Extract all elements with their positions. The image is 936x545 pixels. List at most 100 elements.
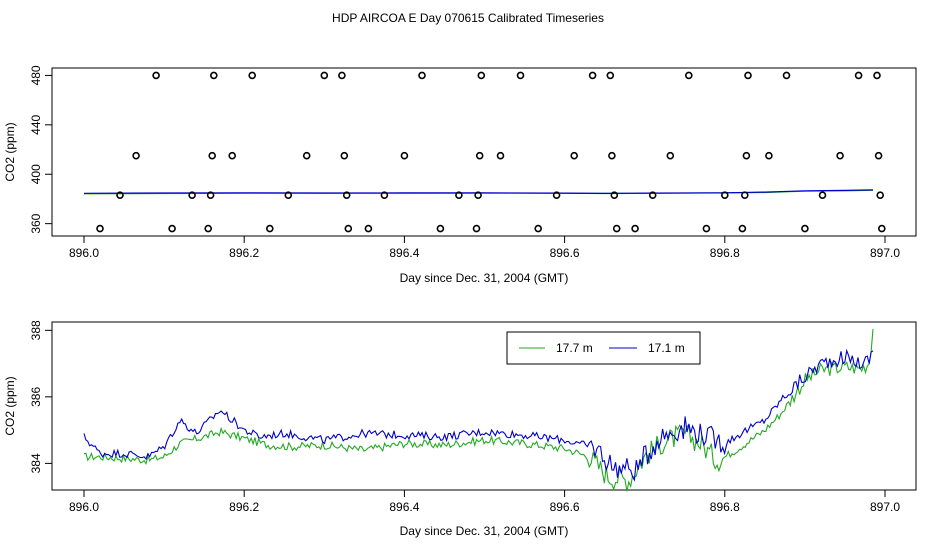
legend-box [506, 331, 701, 365]
scatter-point [765, 151, 773, 160]
line-x-tick-label: 896.6 [550, 500, 580, 514]
scatter-point [96, 224, 104, 233]
scatter-point [344, 224, 353, 233]
scatter-point [248, 71, 256, 80]
scatter-point [740, 191, 749, 199]
scatter-point [874, 151, 883, 160]
line-x-tick-label: 897.0 [870, 500, 900, 514]
scatter-point [873, 71, 881, 80]
scatter-point [552, 191, 561, 199]
scatter-point [684, 71, 693, 80]
scatter-point [338, 71, 346, 80]
scatter-point [588, 71, 597, 80]
scatter-point [208, 151, 216, 160]
scatter-point [606, 71, 615, 80]
scatter-panel-lines [83, 189, 874, 195]
scatter-point [534, 224, 543, 233]
scatter-x-tick-label: 896.4 [389, 246, 419, 260]
scatter-point [570, 151, 579, 160]
scatter-point [364, 224, 373, 233]
scatter-point [206, 191, 215, 199]
scatter-x-axis-label: Day since Dec. 31, 2004 (GMT) [400, 271, 569, 285]
scatter-point [818, 191, 827, 199]
scatter-point [477, 71, 486, 80]
line-x-tick-label: 896.8 [710, 500, 740, 514]
scatter-y-axis-label: CO2 (ppm) [3, 122, 17, 181]
line-y-tick-label: 386 [29, 387, 43, 407]
scatter-point [132, 151, 140, 160]
line-x-axis: 896.0 896.2 896.4 896.6 896.8 897.0 [69, 489, 900, 514]
line-y-axis: 384 386 388 [29, 320, 53, 473]
scatter-panel-line-blue [83, 189, 874, 195]
scatter-point [320, 71, 329, 80]
scatter-point [742, 151, 751, 160]
scatter-point [228, 151, 236, 160]
scatter-point [380, 191, 389, 199]
scatter-point [612, 224, 621, 233]
scatter-point [877, 224, 886, 233]
scatter-point [496, 151, 505, 160]
scatter-y-tick-label: 440 [29, 114, 43, 134]
line-y-tick-label: 384 [29, 453, 43, 473]
scatter-point [631, 224, 639, 233]
scatter-point [836, 151, 844, 160]
line-y-axis-label: CO2 (ppm) [3, 376, 17, 435]
scatter-point [302, 151, 311, 160]
scatter-point [265, 224, 274, 233]
scatter-x-axis: 896.0 896.2 896.4 896.6 896.8 897.0 [69, 235, 900, 260]
line-y-tick-label: 388 [29, 320, 43, 340]
scatter-point [152, 71, 160, 80]
legend-label-17-7: 17.7 m [556, 341, 593, 355]
legend-label-17-1: 17.1 m [648, 341, 685, 355]
scatter-x-tick-label: 896.0 [69, 246, 99, 260]
scatter-y-tick-label: 360 [29, 213, 43, 233]
scatter-point [168, 224, 176, 233]
scatter-point [720, 191, 729, 199]
chart-title: HDP AIRCOA E Day 070615 Calibrated Times… [332, 11, 604, 25]
scatter-point [666, 151, 675, 160]
scatter-point [516, 71, 525, 80]
scatter-point [474, 191, 482, 199]
scatter-point [738, 224, 747, 233]
scatter-point [342, 191, 351, 199]
line-x-tick-label: 896.2 [229, 500, 259, 514]
scatter-point [876, 191, 885, 199]
scatter-point [210, 71, 218, 80]
scatter-point [455, 191, 463, 199]
scatter-point [801, 224, 809, 233]
scatter-point [702, 224, 711, 233]
scatter-x-tick-label: 896.8 [710, 246, 740, 260]
scatter-x-tick-label: 896.2 [229, 246, 259, 260]
line-panel: 896.0 896.2 896.4 896.6 896.8 897.0 384 386 388… [3, 320, 917, 538]
scatter-y-tick-label: 480 [29, 65, 43, 85]
scatter-point [436, 224, 445, 233]
scatter-point [204, 224, 212, 233]
line-x-tick-label: 896.0 [69, 500, 99, 514]
scatter-panel: 896.0 896.2 896.4 896.6 896.8 897.0 360 400 440… [3, 65, 917, 285]
scatter-plot-frame [51, 67, 917, 237]
scatter-point [648, 191, 657, 199]
scatter-point [475, 151, 484, 160]
scatter-point [782, 71, 791, 80]
scatter-point [400, 151, 409, 160]
scatter-point [418, 71, 426, 80]
scatter-point [854, 71, 863, 80]
scatter-point [472, 224, 481, 233]
scatter-point [744, 71, 752, 80]
legend: 17.7 m 17.1 m [506, 331, 701, 365]
scatter-point [188, 191, 196, 199]
scatter-y-tick-label: 400 [29, 164, 43, 184]
scatter-point [610, 191, 619, 199]
line-x-axis-label: Day since Dec. 31, 2004 (GMT) [400, 524, 569, 538]
line-series-17-7 [83, 329, 874, 492]
scatter-x-tick-label: 897.0 [870, 246, 900, 260]
scatter-points [96, 71, 886, 233]
scatter-x-tick-label: 896.6 [550, 246, 580, 260]
line-x-tick-label: 896.4 [389, 500, 419, 514]
scatter-point [340, 151, 349, 160]
scatter-point [608, 151, 616, 160]
line-series-17-1 [83, 348, 874, 482]
scatter-point [116, 191, 124, 199]
